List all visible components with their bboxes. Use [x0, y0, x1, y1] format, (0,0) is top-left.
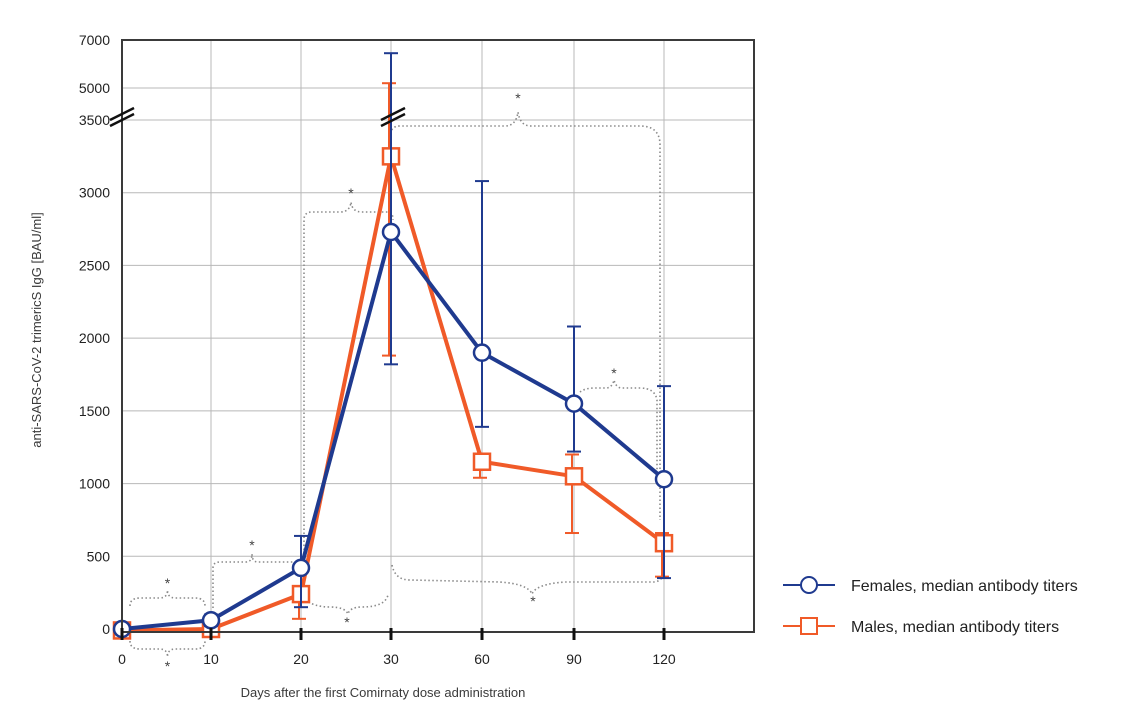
legend-marker-square	[800, 617, 818, 635]
y-tick-label: 3000	[79, 185, 110, 201]
significance-bracket	[129, 589, 206, 607]
x-tick-label: 30	[383, 651, 399, 667]
x-tick-label: 10	[203, 651, 219, 667]
tick-labels: 0 10 20 30 60 90 120 0 500 1000 1500 2000 2500 3000 35…	[79, 32, 676, 667]
y-axis-label: anti-SARS-CoV-2 trimericS IgG [BAU/ml]	[29, 212, 44, 448]
significance-bracket	[391, 564, 665, 597]
axis-break-mark	[109, 112, 135, 128]
significance-star: *	[344, 614, 350, 630]
significance-star: *	[165, 658, 171, 674]
y-tick-label: 5000	[79, 80, 110, 96]
y-tick-label: 0	[102, 621, 110, 637]
axis-break-mark	[380, 112, 406, 128]
significance-bracket	[579, 379, 658, 470]
x-axis-label: Days after the first Comirnaty dose admi…	[241, 685, 526, 700]
y-tick-label: 2500	[79, 257, 110, 273]
significance-bracket	[129, 640, 206, 658]
x-tick-label: 0	[118, 651, 126, 667]
data-point-circle	[654, 469, 674, 489]
legend-label: Females, median antibody titers	[851, 578, 1078, 595]
x-tick-label: 20	[293, 651, 309, 667]
significance-star: *	[515, 90, 521, 106]
plot-border	[121, 39, 755, 633]
data-point-circle	[381, 222, 401, 242]
data-point-circle	[472, 343, 492, 362]
data-point-square	[472, 452, 492, 472]
significance-star: *	[249, 537, 255, 553]
significance-star: *	[611, 365, 617, 381]
legend-item-females: Females, median antibody titers	[783, 576, 1078, 595]
y-tick-label: 1500	[79, 403, 110, 419]
significance-star: *	[530, 593, 536, 609]
y-tick-label: 2000	[79, 330, 110, 346]
data-point-circle	[201, 611, 221, 630]
x-tick-label: 120	[652, 651, 676, 667]
significance-bracket	[390, 111, 661, 520]
axis-break-mark	[380, 106, 406, 122]
axis-break-mark	[109, 106, 135, 122]
x-tick-label: 90	[566, 651, 582, 667]
significance-star: *	[165, 575, 171, 591]
significance-bracket	[304, 594, 389, 617]
data-point-circle	[291, 558, 311, 578]
legend-item-males: Males, median antibody titers	[783, 617, 1059, 636]
y-tick-label: 3500	[79, 112, 110, 128]
x-tick-label: 60	[474, 651, 490, 667]
series-layer	[112, 52, 674, 640]
plot-frame	[109, 39, 755, 640]
legend-marker-circle	[800, 576, 818, 594]
legend-label: Males, median antibody titers	[851, 619, 1059, 636]
data-point-square	[564, 467, 584, 486]
significance-brackets: * * * * * * * *	[129, 90, 665, 674]
legend: Females, median antibody titers Males, me…	[783, 576, 1078, 636]
series-males	[112, 82, 674, 640]
y-tick-label: 1000	[79, 476, 110, 492]
significance-star: *	[348, 185, 354, 201]
y-tick-label: 7000	[79, 32, 110, 48]
y-tick-label: 500	[87, 548, 111, 564]
series-females	[112, 52, 674, 639]
data-point-circle	[564, 394, 584, 413]
